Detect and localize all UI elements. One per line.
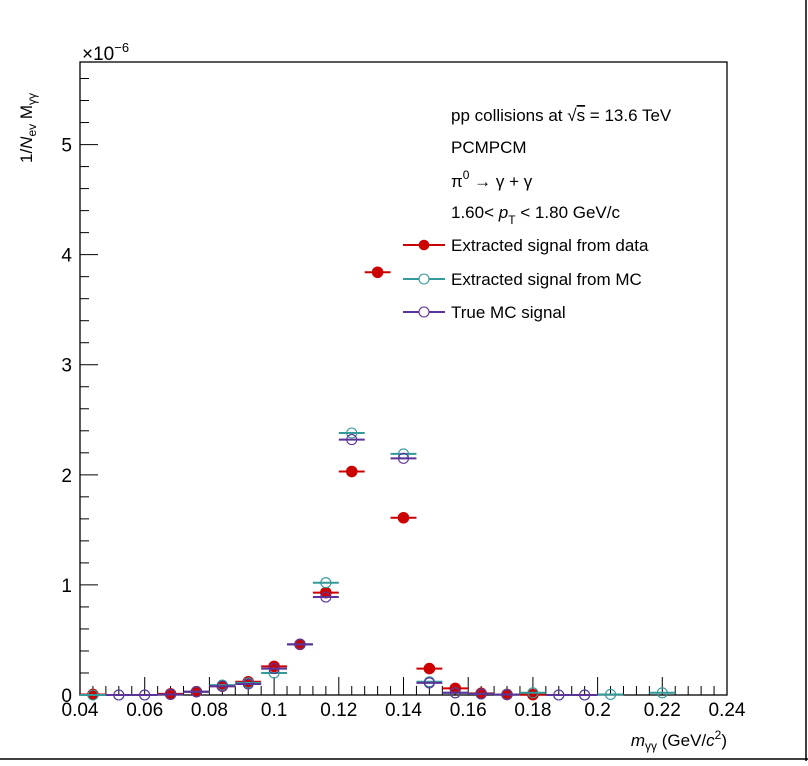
series-3-point <box>449 687 461 699</box>
y-tick-label: 2 <box>61 466 72 487</box>
series-2-point <box>656 687 668 699</box>
series-1-point <box>345 465 358 478</box>
series-3-point <box>190 686 203 698</box>
x-tick-label: 0.22 <box>644 700 681 721</box>
axis-title-layer: ×10−6 1/Nev Mγγ mγγ (GeV/c2) <box>17 40 727 753</box>
series-3-point <box>579 689 591 701</box>
x-tick-label: 0.16 <box>450 700 487 721</box>
series-1-point <box>527 688 539 701</box>
series-3-point <box>475 688 487 700</box>
y-multiplier-label: ×10−6 <box>82 40 129 65</box>
series-3-point <box>397 452 410 464</box>
series-3-point <box>423 677 435 689</box>
y-tick-label: 4 <box>61 246 72 267</box>
series-3-point <box>216 680 228 692</box>
legend-label: Extracted signal from MC <box>451 270 642 289</box>
series-3-point <box>346 434 358 446</box>
x-tick-label: 0.18 <box>514 700 551 721</box>
x-tick-label: 0.08 <box>191 700 228 721</box>
legend-label: Extracted signal from data <box>451 236 649 255</box>
y-axis-title: 1/Nev Mγγ <box>17 93 39 163</box>
x-tick-label: 0.1 <box>261 700 287 721</box>
x-tick-label: 0.2 <box>584 700 610 721</box>
legend-marker <box>418 306 430 318</box>
y-tick-label: 1 <box>61 576 72 597</box>
series-3-point <box>501 689 513 701</box>
series-3-point <box>294 638 306 650</box>
x-tick-label: 0.24 <box>709 700 746 721</box>
series-3 <box>105 434 598 701</box>
tick-label-layer: 0.04 0.06 0.08 0.1 0.12 0.14 0.16 0.18 0.2 0.22 0.… <box>61 136 745 721</box>
legend-entry-1: Extracted signal from data <box>403 236 649 255</box>
legend-label: True MC signal <box>451 303 566 322</box>
y-tick-label: 0 <box>61 686 72 707</box>
series-1-point <box>397 511 410 524</box>
legend-marker <box>418 239 430 251</box>
series-2-point <box>320 577 332 589</box>
x-tick-label: 0.12 <box>320 700 357 721</box>
series-2-point <box>604 688 617 700</box>
series-3-point <box>242 678 254 690</box>
legend-entry-2: Extracted signal from MC <box>403 270 642 289</box>
series-1-point <box>371 266 384 279</box>
annotation-pt-range: 1.60< pT < 1.80 GeV/c <box>451 203 620 227</box>
series-2-point <box>527 687 539 699</box>
y-tick-label: 5 <box>61 136 72 157</box>
y-tick-label: 3 <box>61 356 72 377</box>
annotation-layer: pp collisions at √s = 13.6 TeV PCMPCM π0 →… <box>451 106 672 227</box>
series-2-point <box>346 427 358 439</box>
annotation-decay: π0 → γ + γ <box>451 168 533 191</box>
annotation-collision: pp collisions at √s = 13.6 TeV <box>451 106 672 125</box>
x-axis-title: mγγ (GeV/c2) <box>631 728 727 753</box>
legend-marker <box>418 273 430 285</box>
legend-entry-3: True MC signal <box>403 303 566 322</box>
x-tick-label: 0.06 <box>126 700 163 721</box>
x-tick-label: 0.14 <box>385 700 422 721</box>
data-layer <box>80 266 676 701</box>
series-3-point <box>320 591 332 603</box>
sqrt-symbol: √ <box>567 106 577 125</box>
series-3-point <box>553 689 565 701</box>
series-1-point <box>423 662 436 675</box>
series-3-point <box>139 689 151 701</box>
series-2-point <box>87 689 99 701</box>
x-tick-label: 0.04 <box>62 700 99 721</box>
legend-layer: Extracted signal from data Extracted sign… <box>403 236 649 322</box>
annotation-method: PCMPCM <box>451 138 527 157</box>
series-3-point <box>113 689 125 701</box>
series-3-point <box>268 663 280 675</box>
series-3-point <box>165 688 177 700</box>
